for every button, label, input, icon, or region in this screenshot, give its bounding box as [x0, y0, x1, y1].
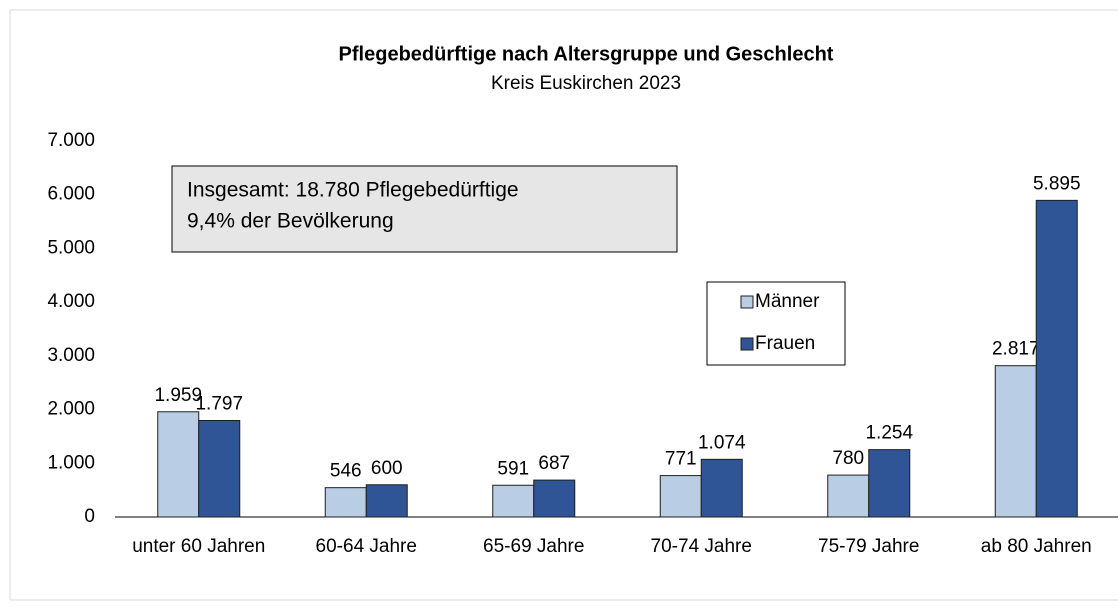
legend-label: Männer	[755, 291, 820, 312]
bar	[994, 365, 1037, 518]
value-label: 780	[832, 448, 864, 469]
y-tick-label: 3.000	[47, 345, 95, 366]
bar	[827, 474, 870, 518]
legend-swatch	[740, 337, 754, 351]
y-tick-label: 1.000	[47, 452, 95, 473]
value-label: 1.959	[154, 385, 202, 406]
y-tick-label: 5.000	[47, 237, 95, 258]
x-tick-label: 60-64 Jahre	[316, 536, 417, 557]
bar	[324, 487, 367, 518]
bar	[700, 458, 743, 518]
y-tick-label: 4.000	[47, 291, 95, 312]
value-label: 771	[665, 449, 697, 470]
x-tick-label: ab 80 Jahren	[981, 536, 1092, 557]
bar	[492, 484, 535, 518]
chart-subtitle: Kreis Euskirchen 2023	[491, 73, 681, 94]
legend-label: Frauen	[755, 333, 815, 354]
bar	[198, 419, 241, 518]
bar	[365, 484, 408, 518]
value-label: 546	[330, 461, 362, 482]
chart-title: Pflegebedürftige nach Altersgruppe und G…	[339, 43, 834, 65]
bar	[157, 411, 200, 518]
bar	[1035, 199, 1078, 518]
value-label: 687	[538, 453, 570, 474]
y-tick-label: 6.000	[47, 184, 95, 205]
value-label: 1.254	[865, 423, 913, 444]
value-label: 600	[371, 458, 403, 479]
x-tick-label: 65-69 Jahre	[483, 536, 584, 557]
value-label: 1.797	[195, 393, 243, 414]
legend-box	[706, 281, 846, 366]
x-tick-label: 70-74 Jahre	[651, 536, 752, 557]
annotation-box	[171, 165, 678, 253]
value-label: 1.074	[698, 432, 746, 453]
bar	[659, 475, 702, 518]
x-tick-label: 75-79 Jahre	[818, 536, 919, 557]
value-label: 5.895	[1033, 173, 1081, 194]
annotation: Insgesamt: 18.780 Pflegebedürftige	[187, 179, 519, 202]
bar	[533, 479, 576, 518]
y-tick-label: 0	[84, 506, 95, 527]
y-tick-label: 7.000	[47, 130, 95, 151]
value-label: 2.817	[992, 339, 1040, 360]
bar	[868, 449, 911, 518]
x-tick-label: unter 60 Jahren	[132, 536, 265, 557]
y-tick-label: 2.000	[47, 399, 95, 420]
annotation: 9,4% der Bevölkerung	[187, 210, 394, 233]
value-label: 591	[497, 458, 529, 479]
legend-swatch	[740, 295, 754, 309]
